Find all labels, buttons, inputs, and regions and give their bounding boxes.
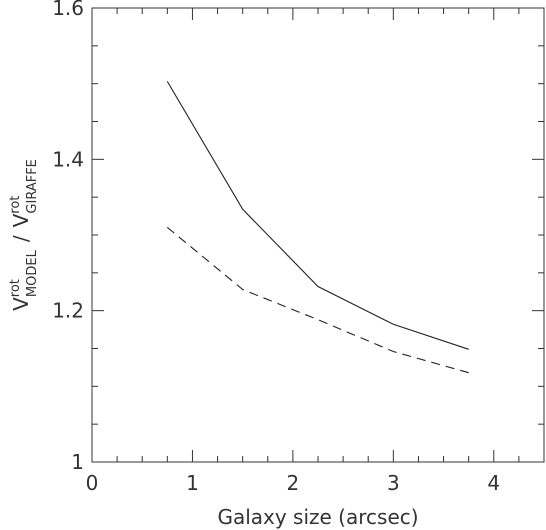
- y-denominator-sup: rot: [8, 196, 23, 214]
- series-group: [166, 81, 469, 374]
- series-line-dashed: [166, 226, 469, 374]
- x-tick-label: 0: [86, 471, 99, 495]
- y-denominator-sub: GIRAFFE: [25, 159, 40, 213]
- x-tick-label: 2: [287, 471, 300, 495]
- y-tick-label: 1.2: [52, 299, 84, 323]
- y-tick-label: 1.6: [52, 0, 84, 20]
- y-numerator-sup: rot: [8, 279, 23, 297]
- x-tick-label: 4: [487, 471, 500, 495]
- y-separator: /: [9, 235, 33, 242]
- y-numerator-sub: MODEL: [25, 249, 40, 297]
- y-denominator-main: V: [9, 213, 33, 227]
- x-axis-label: Galaxy size (arcsec): [217, 505, 418, 529]
- plot-frame: [91, 7, 545, 463]
- y-axis-label: Vrot MODEL/Vrot GIRAFFE: [8, 159, 40, 311]
- series-line-solid: [166, 81, 469, 350]
- y-tick-label: 1: [71, 450, 84, 474]
- y-numerator-main: V: [9, 297, 33, 311]
- axis-ticks: [91, 7, 545, 463]
- x-tick-label: 3: [387, 471, 400, 495]
- y-tick-label: 1.4: [52, 147, 84, 171]
- x-tick-label: 1: [186, 471, 199, 495]
- tick-labels: 0 1 2 3 411.21.41.6: [52, 0, 500, 495]
